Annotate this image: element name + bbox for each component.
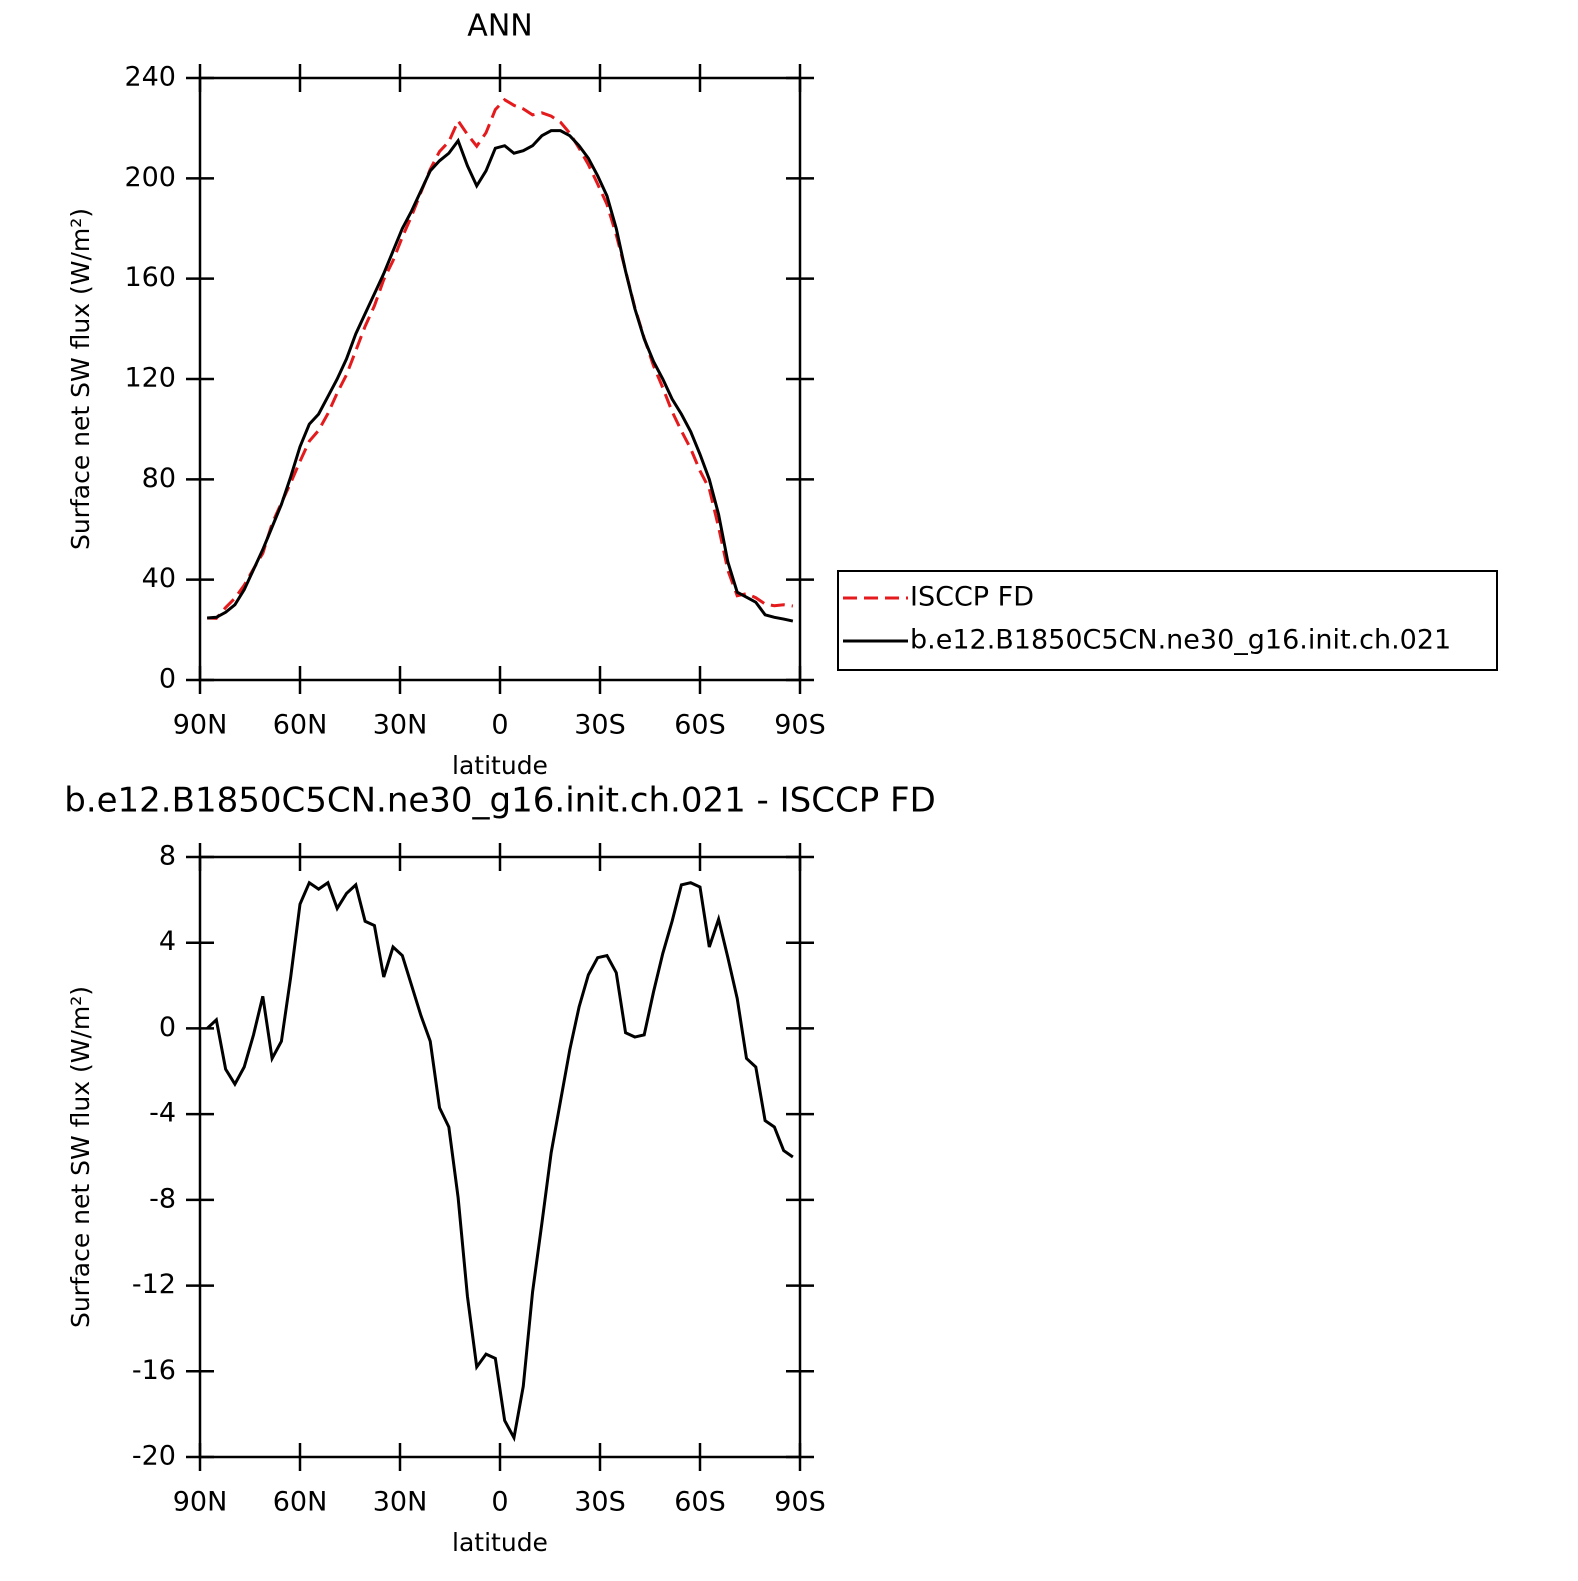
x-axis-label: latitude <box>452 751 548 780</box>
y-tick-label: 160 <box>124 262 176 293</box>
y-tick-label: 0 <box>159 664 176 695</box>
x-tick-label: 30N <box>373 1487 428 1518</box>
data-line <box>207 97 794 620</box>
y-tick-label: -16 <box>132 1355 176 1386</box>
x-tick-label: 30N <box>373 710 428 741</box>
legend-box <box>837 570 1498 671</box>
plot-frame <box>198 76 802 682</box>
x-axis-label: latitude <box>452 1528 548 1557</box>
y-tick-label: 200 <box>124 162 176 193</box>
y-tick-label: -8 <box>149 1183 176 1214</box>
y-tick-label: 80 <box>142 463 176 494</box>
x-tick-label: 60N <box>273 1487 328 1518</box>
x-tick-label: 90S <box>774 710 826 741</box>
x-tick-label: 60S <box>674 1487 726 1518</box>
y-axis-label: Surface net SW flux (W/m²) <box>66 208 95 550</box>
x-tick-label: 30S <box>574 710 626 741</box>
y-tick-label: 8 <box>159 841 176 872</box>
y-tick-label: 4 <box>159 926 176 957</box>
x-tick-label: 90S <box>774 1487 826 1518</box>
y-tick-label: -12 <box>132 1269 176 1300</box>
y-tick-label: 120 <box>124 363 176 394</box>
legend-label: ISCCP FD <box>910 582 1034 613</box>
y-tick-label: -4 <box>149 1098 176 1129</box>
x-tick-label: 90N <box>173 710 228 741</box>
chart-title: b.e12.B1850C5CN.ne30_g16.init.ch.021 - I… <box>64 781 936 821</box>
x-tick-label: 90N <box>173 1487 228 1518</box>
x-tick-label: 60N <box>273 710 328 741</box>
chart-title: ANN <box>467 9 532 44</box>
x-tick-label: 30S <box>574 1487 626 1518</box>
y-axis-label: Surface net SW flux (W/m²) <box>66 986 95 1328</box>
y-tick-label: 40 <box>142 563 176 594</box>
data-line <box>207 129 794 623</box>
y-tick-label: -20 <box>132 1441 176 1472</box>
x-tick-label: 0 <box>491 710 508 741</box>
x-tick-label: 0 <box>491 1487 508 1518</box>
data-line <box>206 880 794 1443</box>
y-tick-label: 240 <box>124 62 176 93</box>
legend-label: b.e12.B1850C5CN.ne30_g16.init.ch.021 <box>910 625 1451 656</box>
x-tick-label: 60S <box>674 710 726 741</box>
y-tick-label: 0 <box>159 1012 176 1043</box>
